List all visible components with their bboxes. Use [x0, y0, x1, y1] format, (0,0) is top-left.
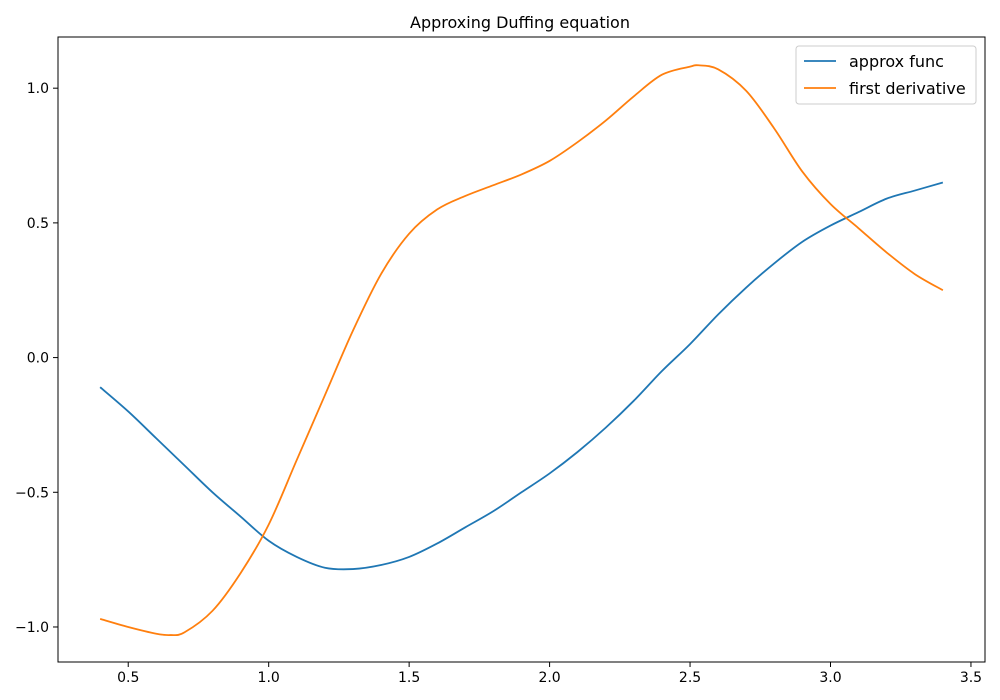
axes-group: 0.5 1.0 1.5 2.0 2.5 3.0 3.5 −1.0 −0.5 0.0 0.5 1.0 — [15, 36, 986, 686]
x-tick-label: 1.5 — [398, 670, 420, 686]
series-group — [99, 64, 944, 637]
y-tick-label: −1.0 — [15, 620, 49, 636]
x-tick-label: 1.0 — [258, 670, 280, 686]
legend-label: approx func — [849, 52, 944, 71]
legend-label: first derivative — [849, 79, 966, 98]
legend: approx func first derivative — [795, 45, 977, 105]
y-tick-label: −0.5 — [15, 485, 49, 501]
plot-frame — [57, 36, 986, 663]
x-tick-label: 2.0 — [538, 670, 560, 686]
series-line-1 — [99, 64, 944, 637]
series-line-0 — [99, 181, 944, 571]
x-tick-label: 3.5 — [960, 670, 982, 686]
chart-title: Approxing Duffing equation — [410, 13, 630, 32]
legend-box — [795, 45, 977, 105]
y-tick-label: 0.5 — [27, 216, 49, 232]
x-tick-label: 3.0 — [819, 670, 841, 686]
y-tick-label: 0.0 — [27, 351, 49, 367]
x-tick-label: 2.5 — [679, 670, 701, 686]
x-tick-label: 0.5 — [117, 670, 139, 686]
y-tick-label: 1.0 — [27, 81, 49, 97]
